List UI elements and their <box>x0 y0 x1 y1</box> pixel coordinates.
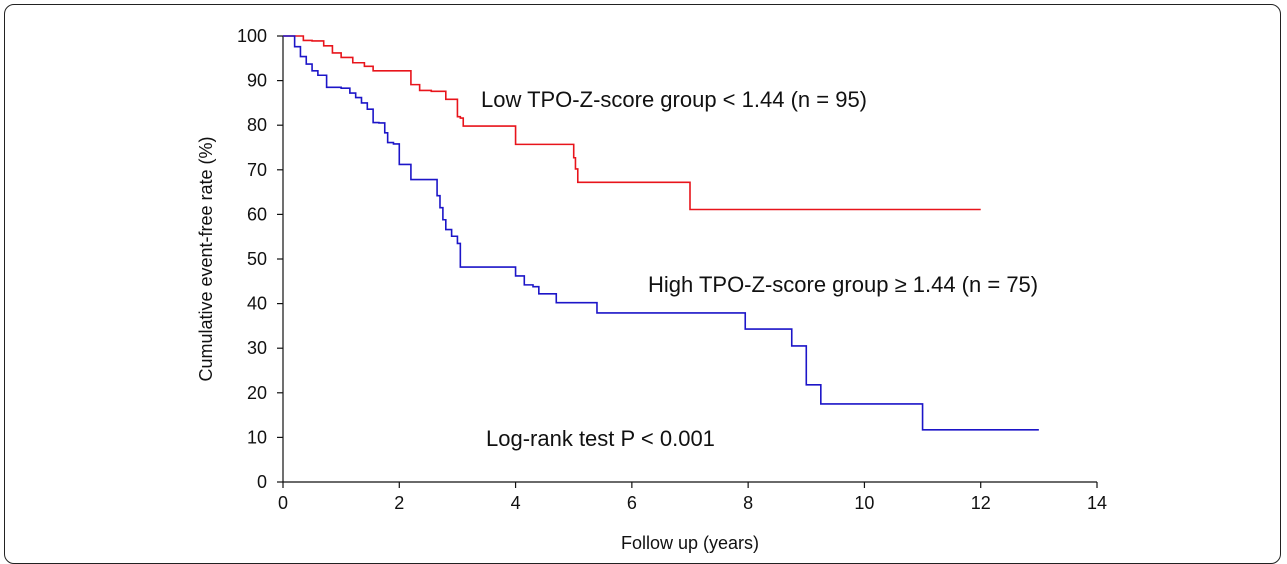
x-tick-label: 0 <box>278 493 288 513</box>
y-tick-label: 30 <box>247 338 267 358</box>
series-line-low-group <box>283 35 981 211</box>
y-tick-label: 50 <box>247 249 267 269</box>
y-tick-label: 70 <box>247 160 267 180</box>
x-tick-label: 14 <box>1087 493 1107 513</box>
y-tick-label: 100 <box>237 26 267 46</box>
y-ticks: 0 10 20 30 40 50 60 70 80 90 100 <box>237 26 283 492</box>
series-group <box>283 35 1039 431</box>
y-tick-label: 0 <box>257 472 267 492</box>
x-tick-label: 8 <box>743 493 753 513</box>
y-tick-label: 60 <box>247 204 267 224</box>
x-tick-label: 4 <box>511 493 521 513</box>
x-tick-label: 10 <box>854 493 874 513</box>
annotation-logrank: Log-rank test P < 0.001 <box>486 426 715 451</box>
y-axis-title: Cumulative event-free rate (%) <box>196 136 216 381</box>
annotation-high-group: High TPO-Z-score group ≥ 1.44 (n = 75) <box>648 272 1038 297</box>
x-ticks: 0 2 4 6 8 10 12 14 <box>278 482 1107 513</box>
x-tick-label: 2 <box>394 493 404 513</box>
annotation-low-group: Low TPO-Z-score group < 1.44 (n = 95) <box>481 87 867 112</box>
y-tick-label: 40 <box>247 294 267 314</box>
x-tick-label: 6 <box>627 493 637 513</box>
y-tick-label: 20 <box>247 383 267 403</box>
y-tick-label: 80 <box>247 115 267 135</box>
x-tick-label: 12 <box>971 493 991 513</box>
series-line-high-group <box>283 35 1039 431</box>
y-tick-label: 90 <box>247 71 267 91</box>
x-axis-title: Follow up (years) <box>621 533 759 553</box>
y-tick-label: 10 <box>247 427 267 447</box>
